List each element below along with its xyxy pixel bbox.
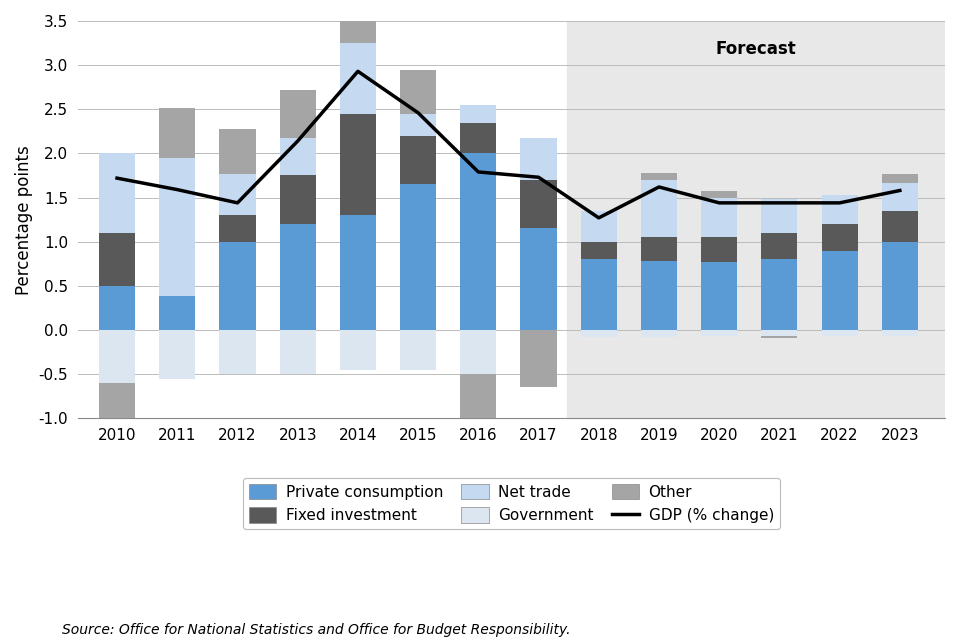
Bar (159, 330, 195, 378)
Bar (460, 330, 496, 374)
Text: Source: Office for National Statistics and Office for Budget Responsibility.: Source: Office for National Statistics a… (62, 623, 571, 637)
Bar (400, 136, 436, 184)
Bar (581, 211, 617, 242)
Bar (220, 215, 255, 242)
Bar (581, 330, 617, 337)
Bar (159, 108, 195, 158)
Bar (99, 330, 135, 383)
Legend: Private consumption, Fixed investment, Net trade, Government, Other, GDP (% chan: Private consumption, Fixed investment, N… (243, 477, 780, 529)
Bar (701, 262, 737, 330)
Bar (220, 330, 255, 374)
Bar (581, 242, 617, 259)
Bar (460, 154, 496, 330)
Bar (641, 237, 677, 261)
Bar (279, 224, 316, 330)
Bar (701, 198, 737, 237)
Bar (761, 330, 798, 336)
Bar (641, 330, 677, 337)
Bar (220, 129, 255, 173)
Bar (882, 211, 918, 242)
Bar (761, 199, 798, 233)
Bar (822, 224, 857, 250)
Bar (882, 330, 918, 336)
Bar (761, 233, 798, 259)
Bar (220, 173, 255, 215)
Bar (822, 330, 857, 336)
Bar (340, 215, 376, 330)
Bar (99, 154, 135, 233)
Bar (159, 158, 195, 296)
Bar (460, 122, 496, 154)
Bar (520, 228, 557, 330)
Bar (520, 138, 557, 180)
Bar (641, 180, 677, 237)
Y-axis label: Percentage points: Percentage points (15, 145, 33, 294)
Bar (99, 233, 135, 286)
Bar (400, 184, 436, 330)
Bar (340, 0, 376, 43)
Bar (581, 259, 617, 330)
Bar (99, 383, 135, 419)
Bar (460, 374, 496, 431)
Bar (567, 21, 945, 419)
Bar (460, 105, 496, 122)
Bar (822, 195, 857, 224)
Bar (340, 330, 376, 370)
Bar (701, 191, 737, 198)
Bar (520, 180, 557, 228)
Bar (279, 175, 316, 224)
Bar (340, 114, 376, 215)
Bar (882, 182, 918, 211)
Bar (279, 90, 316, 138)
Bar (882, 242, 918, 330)
Bar (400, 114, 436, 136)
Bar (761, 336, 798, 338)
Bar (641, 173, 677, 180)
Bar (279, 330, 316, 374)
Bar (220, 242, 255, 330)
Bar (159, 296, 195, 330)
Bar (641, 261, 677, 330)
Bar (400, 330, 436, 370)
Bar (882, 173, 918, 182)
Bar (761, 259, 798, 330)
Bar (520, 330, 557, 387)
Bar (279, 138, 316, 175)
Bar (701, 237, 737, 262)
Bar (822, 250, 857, 330)
Bar (99, 286, 135, 330)
Text: Forecast: Forecast (716, 40, 797, 58)
Bar (340, 43, 376, 114)
Bar (701, 330, 737, 336)
Bar (400, 70, 436, 114)
